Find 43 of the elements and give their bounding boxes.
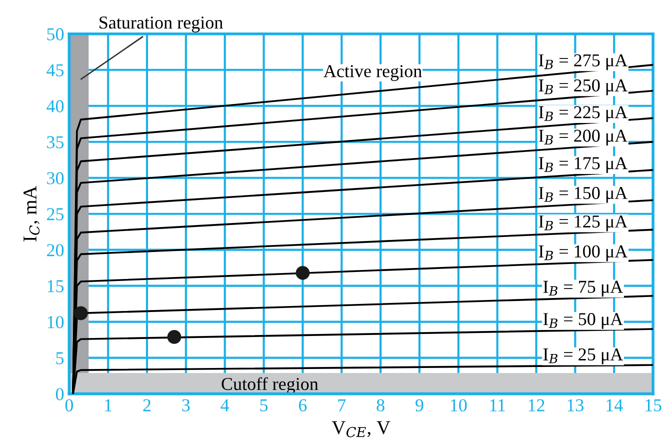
- band-label: Cutoff region: [222, 377, 318, 394]
- x-tick-label: 3: [182, 399, 190, 412]
- x-tick-label: 11: [490, 399, 505, 412]
- y-tick-label: 45: [46, 64, 64, 76]
- x-tick-label: 1: [105, 399, 112, 412]
- x-tick-label: 2: [143, 399, 151, 412]
- series-label: I$_{B}$ = 25 μA: [543, 348, 623, 364]
- y-tick-label: 0: [56, 388, 64, 400]
- x-tick-label: 4: [220, 399, 230, 412]
- series-label: I$_{B}$ = 100 μA: [538, 245, 628, 262]
- x-tick-label: 15: [646, 399, 662, 412]
- x-tick-label: 8: [376, 399, 384, 412]
- y-tick-label: 25: [47, 208, 64, 220]
- y-tick-label: 15: [48, 280, 64, 292]
- y-tick-label: 35: [47, 136, 64, 148]
- series-label: I$_{B}$ = 225 μA: [538, 106, 628, 122]
- y-tick-label: 30: [47, 172, 64, 184]
- x-tick-label: 0: [65, 399, 73, 412]
- x-tick-label: 12: [528, 399, 544, 412]
- x-tick-label: 10: [450, 399, 467, 412]
- y-tick-label: 5: [56, 352, 64, 364]
- series-label: I$_{B}$ = 175 μA: [538, 157, 628, 173]
- x-tick-label: 9: [416, 399, 424, 412]
- y-tick-label: 20: [47, 244, 64, 256]
- series-label: I$_{B}$ = 250 μA: [538, 79, 628, 96]
- series-label: I$_{B}$ = 200 μA: [538, 130, 628, 146]
- band-label: Saturation region: [100, 16, 223, 32]
- x-axis-title: V$_{CE}$, V: [332, 421, 390, 438]
- x-tick-label: 7: [338, 399, 346, 412]
- x-tick-label: 14: [606, 399, 623, 412]
- x-tick-label: 13: [568, 399, 584, 412]
- series-label: I$_{B}$ = 125 μA: [538, 215, 628, 232]
- y-axis-title: I$_{C}$, mA: [24, 186, 40, 242]
- series-label: I$_{B}$ = 75 μA: [543, 280, 623, 297]
- series-label: I$_{B}$ = 50 μA: [543, 313, 623, 329]
- y-tick-label: 50: [47, 28, 64, 40]
- series-label: I$_{B}$ = 275 μA: [538, 54, 628, 70]
- x-tick-label: 6: [298, 399, 307, 412]
- y-tick-label: 10: [48, 316, 64, 328]
- series-label: I$_{B}$ = 150 μA: [538, 186, 628, 203]
- y-tick-label: 40: [46, 100, 64, 112]
- annotation: Active region: [324, 65, 422, 81]
- x-tick-label: 5: [260, 399, 268, 412]
